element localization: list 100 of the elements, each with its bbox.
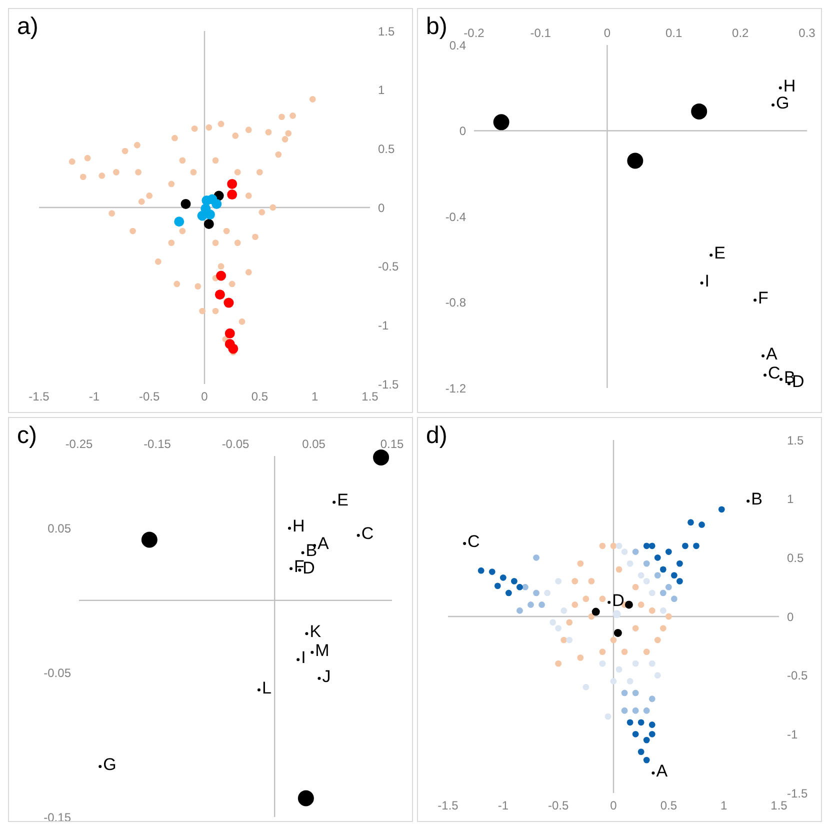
point	[223, 228, 230, 234]
chart-title: a)	[17, 13, 38, 41]
point	[180, 198, 191, 209]
data-label: D	[302, 558, 315, 578]
data-label: H	[292, 516, 305, 536]
data-label: A	[656, 761, 668, 780]
point	[179, 157, 186, 164]
y-tick-label: 0.4	[449, 38, 466, 52]
point	[654, 572, 661, 579]
point	[626, 719, 634, 726]
point	[234, 240, 241, 246]
point	[84, 154, 91, 162]
point	[108, 210, 116, 217]
point	[245, 269, 252, 276]
point	[599, 596, 606, 602]
point	[194, 283, 202, 290]
data-label: C	[768, 364, 780, 383]
point	[168, 180, 175, 188]
point	[632, 548, 639, 555]
point	[638, 602, 644, 608]
x-tick-label: 0.05	[302, 437, 326, 451]
point	[643, 578, 650, 584]
point	[632, 625, 639, 632]
point	[610, 542, 617, 550]
point	[234, 169, 241, 176]
point	[621, 707, 628, 714]
point	[652, 771, 655, 774]
point	[305, 632, 308, 636]
point	[282, 136, 288, 142]
data-label: A	[318, 534, 330, 554]
point	[710, 254, 713, 257]
x-tick-label: 0	[201, 390, 208, 404]
point	[682, 542, 688, 550]
point	[296, 658, 300, 662]
point	[265, 128, 272, 136]
point	[627, 152, 644, 169]
point	[648, 542, 656, 550]
point	[278, 114, 285, 120]
point	[356, 534, 360, 537]
data-label: C	[361, 524, 374, 543]
x-tick-label: 0.5	[251, 390, 268, 404]
point	[638, 572, 644, 579]
point	[614, 628, 622, 637]
point	[648, 730, 656, 738]
x-tick-label: 0	[604, 26, 611, 40]
point	[212, 198, 222, 209]
x-tick-label: 0	[610, 798, 618, 813]
point	[516, 584, 523, 590]
point	[648, 722, 656, 728]
chart-title: d)	[426, 422, 448, 450]
point	[648, 660, 656, 667]
point	[764, 374, 767, 377]
point	[698, 522, 705, 528]
x-tick-label: 0.1	[665, 26, 682, 40]
x-tick-label: -1	[88, 390, 100, 404]
point	[643, 648, 650, 655]
point	[218, 263, 224, 270]
x-tick-label: -1.5	[28, 390, 50, 404]
data-label: K	[310, 622, 322, 642]
x-tick-label: 0.15	[380, 437, 404, 451]
point	[212, 308, 219, 314]
point	[141, 532, 158, 548]
data-label: M	[315, 640, 330, 660]
point	[270, 204, 276, 211]
point	[298, 790, 314, 806]
point	[746, 500, 750, 503]
point	[212, 157, 219, 164]
point	[500, 574, 506, 581]
point	[626, 678, 634, 684]
data-label: B	[751, 490, 762, 509]
data-label: I	[704, 271, 710, 290]
point	[290, 112, 296, 119]
point	[214, 290, 225, 300]
data-label: L	[262, 678, 272, 698]
point	[544, 590, 550, 596]
point	[654, 554, 661, 561]
point	[555, 625, 562, 632]
point	[478, 567, 484, 574]
point	[612, 610, 621, 618]
point	[616, 542, 622, 550]
point	[648, 590, 656, 596]
x-tick-label: -0.15	[144, 437, 172, 451]
y-tick-label: -1	[787, 727, 798, 742]
x-tick-label: 1	[311, 390, 318, 404]
point	[693, 542, 700, 550]
point	[676, 578, 683, 584]
point	[638, 719, 644, 726]
point	[238, 318, 246, 325]
point	[588, 613, 595, 620]
point	[98, 172, 106, 179]
point	[582, 596, 590, 602]
data-label: B	[306, 541, 318, 560]
y-tick-label: 1	[787, 492, 794, 506]
point	[310, 650, 314, 654]
point	[290, 567, 293, 570]
point	[632, 660, 639, 667]
x-tick-label: -1	[498, 798, 509, 813]
point	[621, 690, 628, 696]
point	[216, 270, 226, 281]
point	[560, 636, 568, 644]
